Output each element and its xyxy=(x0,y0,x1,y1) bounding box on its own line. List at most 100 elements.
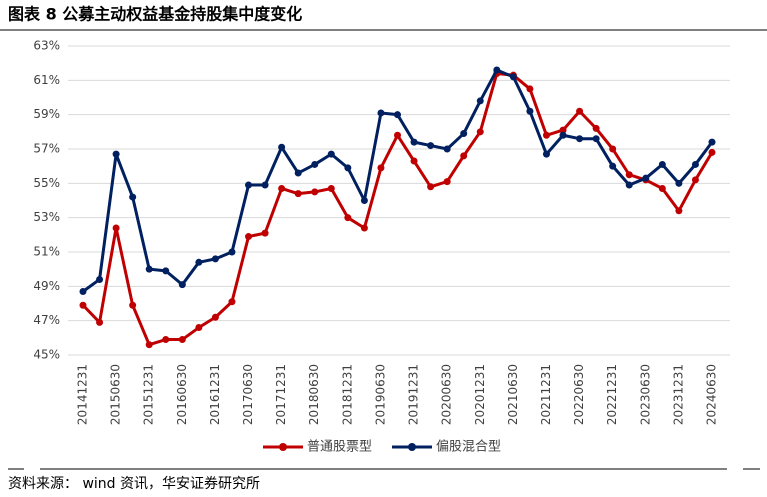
y-tick-label: 63% xyxy=(33,39,60,53)
data-point xyxy=(675,207,683,215)
data-point xyxy=(708,138,716,146)
data-point xyxy=(394,111,401,119)
data-point xyxy=(311,188,319,196)
data-point xyxy=(96,318,104,326)
data-point xyxy=(261,229,269,237)
y-tick-label: 59% xyxy=(33,107,60,121)
data-point xyxy=(211,313,219,321)
data-point xyxy=(195,324,203,332)
data-point xyxy=(360,197,368,204)
data-point xyxy=(394,131,401,139)
data-point xyxy=(526,107,534,115)
legend-label: 偏股混合型 xyxy=(436,440,501,455)
y-tick-label: 45% xyxy=(33,348,60,362)
x-tick-label: 20181231 xyxy=(340,364,354,425)
y-tick-label: 51% xyxy=(33,245,60,259)
data-point xyxy=(79,287,87,295)
data-point xyxy=(691,160,699,168)
data-point xyxy=(576,135,584,143)
data-point xyxy=(576,107,584,115)
y-tick-label: 49% xyxy=(33,279,60,293)
x-tick-label: 20240630 xyxy=(705,364,719,425)
data-point xyxy=(609,145,617,153)
data-point xyxy=(410,138,418,146)
x-tick-label: 20170630 xyxy=(241,364,255,425)
series-line xyxy=(82,68,714,293)
data-point xyxy=(129,301,137,309)
data-point xyxy=(509,73,517,81)
x-tick-label: 20191231 xyxy=(407,364,421,425)
y-tick-label: 47% xyxy=(33,313,60,327)
data-point xyxy=(178,281,186,289)
data-point xyxy=(642,174,650,182)
data-point xyxy=(625,181,633,189)
data-point xyxy=(360,224,368,232)
data-point xyxy=(145,341,153,349)
x-tick-label: 20151231 xyxy=(142,364,156,425)
data-point xyxy=(245,233,253,241)
x-tick-label: 20221231 xyxy=(605,364,619,425)
data-point xyxy=(278,143,286,151)
legend-marker xyxy=(408,443,416,451)
data-point xyxy=(294,190,302,198)
data-point xyxy=(327,150,335,158)
data-point xyxy=(542,150,550,158)
data-point xyxy=(228,248,236,256)
data-point xyxy=(162,267,170,275)
y-tick-label: 53% xyxy=(33,210,60,224)
data-point xyxy=(344,164,352,172)
data-point xyxy=(96,275,104,283)
data-point xyxy=(559,126,567,134)
x-tick-label: 20171231 xyxy=(274,364,288,425)
data-point xyxy=(261,181,269,189)
data-point xyxy=(493,66,501,74)
x-tick-label: 20200630 xyxy=(440,364,454,425)
x-tick-label: 20220630 xyxy=(572,364,586,425)
x-tick-label: 20231231 xyxy=(671,364,685,425)
data-point xyxy=(658,160,666,168)
data-point xyxy=(211,255,219,263)
data-point xyxy=(278,184,286,192)
data-point xyxy=(344,214,352,222)
data-point xyxy=(327,184,335,192)
data-point xyxy=(476,128,484,136)
data-point xyxy=(427,142,435,150)
source-note: 资料来源： wind 资讯，华安证券研究所 xyxy=(8,476,260,492)
data-point xyxy=(658,184,666,192)
x-tick-label: 20230630 xyxy=(638,364,652,425)
data-point xyxy=(195,258,203,266)
data-point xyxy=(476,97,484,105)
x-tick-label: 20161231 xyxy=(208,364,222,425)
data-point xyxy=(675,179,683,187)
y-tick-label: 55% xyxy=(33,176,60,190)
data-point xyxy=(79,301,87,309)
legend-marker xyxy=(279,443,287,451)
x-tick-label: 20160630 xyxy=(175,364,189,425)
data-point xyxy=(294,169,302,177)
data-point xyxy=(162,336,170,344)
data-point xyxy=(410,157,418,165)
x-tick-label: 20201231 xyxy=(473,364,487,425)
data-point xyxy=(592,124,600,132)
data-point xyxy=(460,130,468,138)
data-point xyxy=(112,224,120,232)
data-point xyxy=(542,131,550,139)
data-point xyxy=(592,135,600,143)
data-point xyxy=(443,145,451,153)
y-tick-label: 57% xyxy=(33,142,60,156)
data-point xyxy=(311,160,319,168)
legend-label: 普通股票型 xyxy=(307,440,372,455)
data-point xyxy=(625,171,633,179)
data-point xyxy=(691,176,699,184)
data-point xyxy=(377,109,385,117)
data-point xyxy=(609,162,617,170)
x-tick-label: 20141231 xyxy=(76,364,90,425)
data-point xyxy=(427,183,435,191)
y-tick-label: 61% xyxy=(33,73,60,87)
data-point xyxy=(228,298,236,306)
data-point xyxy=(145,265,153,273)
data-point xyxy=(708,148,716,156)
data-point xyxy=(178,336,186,344)
x-tick-label: 20180630 xyxy=(307,364,321,425)
